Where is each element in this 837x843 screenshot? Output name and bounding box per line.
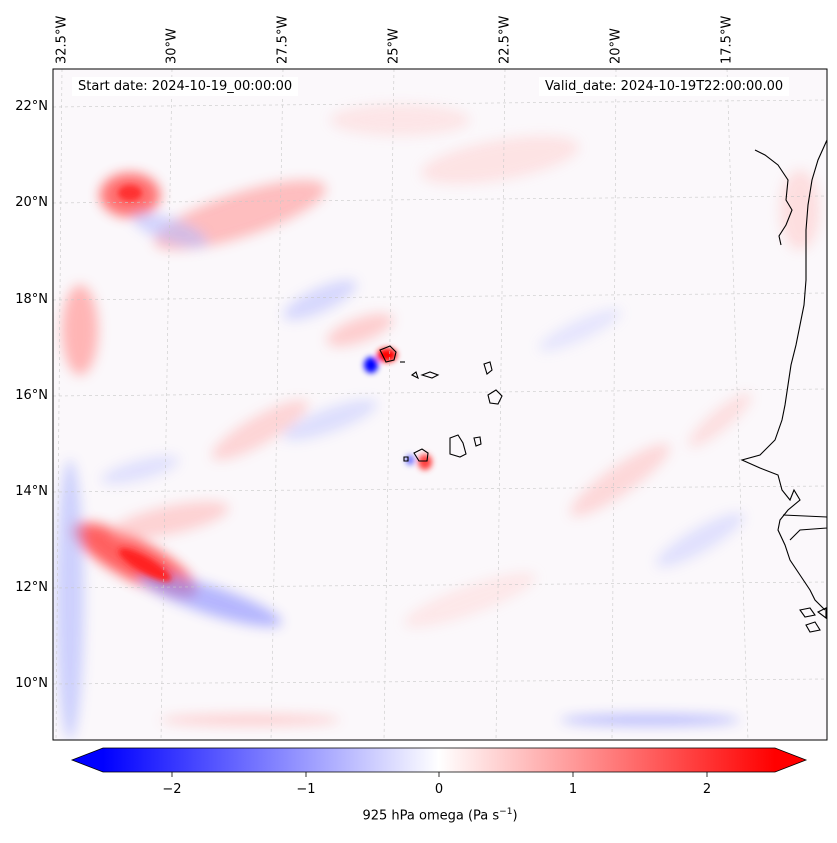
omega-blob	[138, 573, 282, 627]
omega-blob	[404, 572, 536, 628]
colorbar-gradient	[103, 748, 775, 772]
island	[449, 434, 467, 458]
omega-blob	[132, 212, 208, 248]
colorbar-tick-label: −2	[162, 782, 182, 797]
colorbar	[70, 747, 808, 777]
longitude-label: 25°W	[384, 0, 404, 64]
colorbar-tick-label: −1	[296, 782, 316, 797]
longitude-label: 20°W	[606, 0, 626, 64]
colorbar-tick-label: 1	[568, 782, 578, 797]
colorbar-outline	[70, 747, 808, 773]
island	[483, 361, 493, 375]
island	[379, 345, 397, 363]
island	[473, 436, 482, 447]
omega-blob	[282, 399, 378, 441]
omega-blob	[326, 313, 394, 347]
island	[799, 607, 816, 618]
omega-blob	[330, 104, 470, 136]
latitude-label: 12°N	[15, 580, 48, 595]
latitude-label: 10°N	[15, 676, 48, 691]
longitude-label: 30°W	[162, 0, 182, 64]
colorbar-tick-label: 2	[702, 782, 712, 797]
omega-field	[56, 104, 820, 740]
colorbar-tick-label: 0	[434, 782, 444, 797]
longitude-label-text: 22.5°W	[497, 15, 513, 64]
longitude-label: 17.5°W	[717, 0, 737, 64]
omega-blob	[101, 455, 179, 485]
island	[403, 456, 409, 462]
valid-date-label: Valid_date: 2024-10-19T22:00:00.00	[539, 77, 790, 96]
longitude-label: 22.5°W	[495, 0, 515, 64]
longitude-label-text: 32.5°W	[54, 15, 70, 64]
omega-blob	[118, 548, 172, 582]
start-date-label: Start date: 2024-10-19_00:00:00	[72, 77, 299, 96]
omega-blob	[377, 348, 397, 362]
omega-blob	[656, 512, 744, 568]
omega-blob	[560, 714, 740, 726]
island	[413, 448, 429, 462]
omega-blob	[688, 393, 752, 447]
colorbar-label-close: )	[512, 808, 518, 824]
island	[805, 621, 821, 633]
omega-blob	[211, 399, 309, 461]
gridlines	[53, 69, 827, 740]
island	[410, 371, 419, 380]
omega-blob	[570, 443, 670, 517]
colorbar-label-text: 925 hPa omega (Pa s	[362, 808, 500, 824]
longitude-label-text: 17.5°W	[719, 15, 735, 64]
latitude-label: 16°N	[15, 388, 48, 403]
omega-blob	[364, 357, 378, 373]
latitude-label: 18°N	[15, 292, 48, 307]
longitude-label-text: 30°W	[164, 28, 180, 64]
colorbar-max-extension	[775, 748, 806, 772]
latitude-label: 22°N	[15, 99, 48, 114]
gambia-coast	[782, 514, 827, 541]
latitude-label: 14°N	[15, 484, 48, 499]
map-frame	[52, 68, 828, 741]
longitude-label: 32.5°W	[52, 0, 72, 64]
colorbar-label: 925 hPa omega (Pa s−1)	[0, 807, 837, 823]
coast-north	[754, 149, 793, 246]
omega-blob	[56, 460, 84, 740]
longitude-label: 27.5°W	[273, 0, 293, 64]
omega-blob	[283, 279, 357, 321]
omega-blob	[111, 501, 229, 539]
omega-blob	[421, 135, 579, 185]
coastlines	[379, 139, 827, 633]
omega-blob	[780, 170, 820, 250]
colorbar-ticks	[171, 772, 708, 777]
longitude-label-text: 27.5°W	[275, 15, 291, 64]
island	[420, 371, 440, 379]
omega-blob	[160, 714, 340, 726]
omega-blob	[118, 185, 142, 201]
omega-blob	[538, 308, 622, 352]
africa-coast	[740, 139, 827, 611]
longitude-label-text: 25°W	[386, 28, 402, 64]
latitude-label: 20°N	[15, 195, 48, 210]
colorbar-label-exponent: −1	[499, 807, 513, 817]
colorbar-min-extension	[72, 748, 103, 772]
omega-blob	[62, 285, 98, 375]
island	[487, 389, 503, 405]
island	[816, 607, 827, 620]
longitude-label-text: 20°W	[608, 28, 624, 64]
omega-blob	[418, 454, 432, 470]
